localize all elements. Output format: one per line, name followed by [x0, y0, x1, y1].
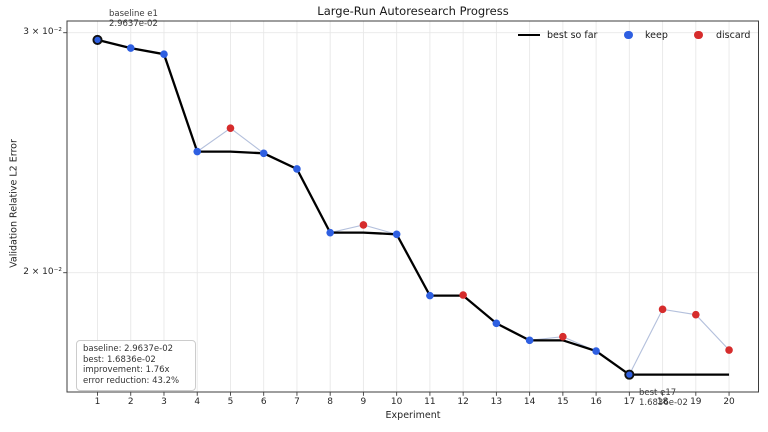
marker-keep-e13: [492, 319, 501, 328]
stats-error-reduction: error reduction: 43.2%: [83, 376, 180, 387]
stats-baseline: baseline: 2.9637e-02: [83, 344, 174, 354]
marker-keep-e2: [126, 44, 135, 52]
stats-box: baseline: 2.9637e-02 best: 1.6836e-02 im…: [76, 340, 196, 391]
marker-keep-e11: [426, 291, 434, 300]
marker-discard-e18: [658, 305, 667, 314]
marker-keep-e16: [592, 347, 600, 355]
annotation-baseline-line2: 2.9637e-02: [109, 19, 158, 30]
marker-keep-e14: [525, 336, 534, 345]
x-tick-label-8: 8: [327, 397, 334, 407]
marker-discard-e20: [725, 346, 733, 354]
x-tick-label-5: 5: [227, 397, 234, 407]
legend-keep-dot-icon: [624, 30, 633, 40]
legend-discard-dot-icon: [694, 30, 703, 40]
y-tick-label: 2 × 10⁻²: [23, 267, 62, 278]
legend-label-best-so-far: best so far: [547, 29, 598, 41]
chart-title: Large-Run Autoresearch Progress: [317, 4, 509, 18]
x-tick-label-10: 10: [390, 397, 403, 407]
stats-best: best: 1.6836e-02: [83, 354, 156, 365]
x-tick-label-3: 3: [161, 397, 167, 407]
annotation-best: best e17 1.6836e-02: [639, 388, 688, 408]
marker-keep-e10: [392, 230, 401, 239]
x-tick-label-20: 20: [723, 397, 735, 407]
marker-keep-e7: [293, 165, 301, 173]
legend-label-keep: keep: [645, 29, 668, 41]
x-tick-label-11: 11: [424, 397, 436, 407]
x-tick-label-13: 13: [490, 397, 503, 407]
annotation-best-line1: best e17: [639, 388, 677, 398]
legend-label-discard: discard: [716, 29, 751, 41]
marker-discard-e5: [226, 124, 235, 132]
marker-discard-e9: [359, 221, 368, 229]
annotation-baseline-line1: baseline e1: [109, 9, 158, 19]
x-tick-label-18: 18: [656, 397, 669, 407]
marker-discard-e19: [692, 310, 700, 319]
x-tick-label-19: 19: [690, 397, 702, 407]
x-axis-label: Experiment: [385, 410, 441, 421]
raw-results-line: [97, 39, 730, 376]
x-tick-label-4: 4: [194, 397, 201, 407]
marker-keep-e4: [193, 147, 202, 156]
best-so-far-line: [97, 38, 730, 376]
annotation-best-line2: 1.6836e-02: [639, 398, 688, 409]
marker-keep-e3: [160, 50, 168, 58]
x-tick-label-1: 1: [94, 397, 101, 407]
y-axis-label: Validation Relative L2 Error: [8, 139, 20, 268]
x-tick-label-2: 2: [127, 397, 134, 407]
x-tick-label-15: 15: [557, 397, 569, 407]
marker-keep-e8: [326, 228, 334, 237]
axes-spines: [66, 20, 759, 393]
y-tick-label: 3 × 10⁻²: [23, 27, 62, 38]
legend-best-line-swatch: [518, 33, 540, 37]
marker-discard-e15: [559, 332, 567, 341]
x-tick-label-7: 7: [294, 397, 300, 407]
x-tick-label-6: 6: [260, 397, 267, 407]
x-tick-label-17: 17: [623, 397, 636, 407]
x-tick-label-12: 12: [457, 397, 469, 407]
x-tick-label-16: 16: [590, 397, 602, 407]
x-tick-label-9: 9: [360, 397, 367, 407]
stats-improvement: improvement: 1.76x: [83, 365, 170, 376]
marker-keep-e1: [92, 34, 103, 45]
marker-keep-e17: [624, 369, 635, 380]
marker-keep-e6: [259, 149, 268, 158]
annotation-baseline: baseline e1 2.9637e-02: [109, 9, 158, 29]
x-tick-label-14: 14: [523, 397, 536, 407]
marker-discard-e12: [459, 291, 467, 299]
